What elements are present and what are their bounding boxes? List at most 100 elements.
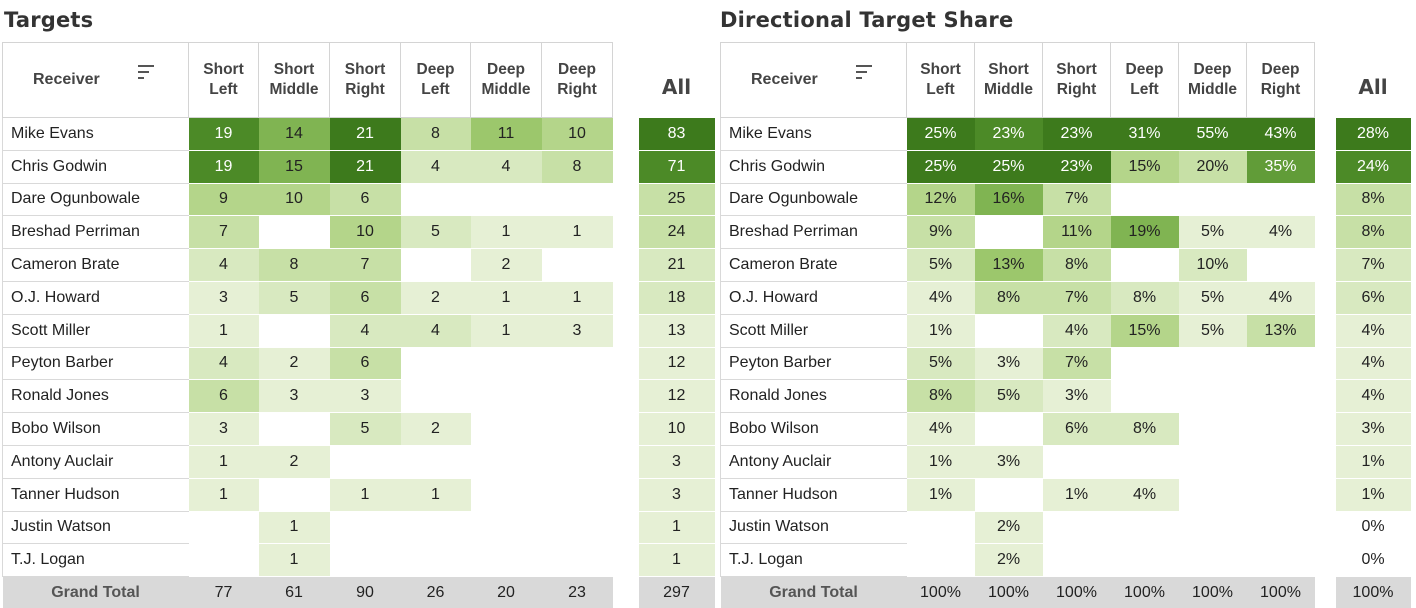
value-cell: 5 (400, 215, 471, 250)
value-cell: 9% (906, 215, 975, 250)
value-cell (1110, 183, 1179, 217)
value-cell: 20% (1178, 150, 1247, 184)
all-value-cell: 83 (638, 117, 715, 151)
value-cell: 2% (974, 511, 1043, 545)
column-header-0[interactable]: Short Left (188, 42, 259, 118)
receiver-column-header[interactable]: Receiver (2, 42, 189, 118)
value-cell: 15% (1110, 150, 1179, 184)
value-cell: 23% (1042, 117, 1111, 151)
table-row: Peyton Barber 4 2 6 12 (2, 347, 715, 381)
value-cell (1246, 248, 1315, 282)
value-cell: 2 (400, 412, 471, 446)
value-cell (541, 412, 613, 446)
receiver-name: Mike Evans (2, 117, 189, 151)
receiver-name: Scott Miller (720, 314, 907, 348)
receiver-name: Chris Godwin (720, 150, 907, 184)
value-cell: 7% (1042, 347, 1111, 381)
value-cell: 55% (1178, 117, 1247, 151)
all-value-cell: 28% (1335, 117, 1411, 151)
spacer (613, 43, 639, 118)
grand-total-value: 100% (906, 576, 975, 608)
value-cell (400, 248, 471, 282)
all-value-cell: 4% (1335, 379, 1411, 414)
spacer (1315, 118, 1336, 151)
value-cell: 5% (1178, 314, 1247, 348)
value-cell (258, 412, 330, 446)
value-cell: 6 (329, 281, 401, 315)
all-value-cell: 71 (638, 150, 715, 184)
value-cell: 8% (1110, 412, 1179, 446)
all-column-header: All (638, 42, 715, 118)
value-cell: 10 (329, 215, 401, 250)
value-cell (1042, 511, 1111, 545)
value-cell: 7 (329, 248, 401, 282)
table-row: Bobo Wilson 4% 6% 8% 3% (720, 412, 1411, 446)
table-row: Ronald Jones 6 3 3 12 (2, 379, 715, 414)
spacer (1315, 478, 1336, 511)
column-header-1[interactable]: Short Middle (258, 42, 330, 118)
grand-total-value: 100% (1042, 576, 1111, 608)
value-cell (1110, 379, 1179, 414)
value-cell: 6% (1042, 412, 1111, 446)
value-cell: 19 (188, 117, 259, 151)
receiver-name: Bobo Wilson (2, 412, 189, 446)
sort-icon[interactable] (856, 65, 872, 81)
value-cell (974, 412, 1043, 446)
value-cell: 2 (470, 248, 542, 282)
value-cell: 4 (188, 347, 259, 381)
value-cell: 4% (1110, 478, 1179, 512)
column-header-5[interactable]: Deep Right (1246, 42, 1315, 118)
value-cell: 1 (470, 314, 542, 348)
grand-total-value: 90 (329, 576, 401, 608)
value-cell: 35% (1246, 150, 1315, 184)
value-cell: 25% (906, 150, 975, 184)
value-cell: 1 (400, 478, 471, 512)
value-cell (258, 314, 330, 348)
receiver-name: Bobo Wilson (720, 412, 907, 446)
column-header-line: Short (988, 61, 1029, 78)
grand-total-label: Grand Total (720, 576, 907, 608)
column-header-4[interactable]: Deep Middle (1178, 42, 1247, 118)
value-cell: 4 (329, 314, 401, 348)
column-header-2[interactable]: Short Right (329, 42, 401, 118)
grand-total-all: 100% (1335, 576, 1411, 608)
receiver-name: Scott Miller (2, 314, 189, 348)
receiver-name: Tanner Hudson (2, 478, 189, 512)
value-cell: 1 (258, 543, 330, 578)
value-cell (541, 379, 613, 414)
receiver-column-header[interactable]: Receiver (720, 42, 907, 118)
table-row: Mike Evans 25% 23% 23% 31% 55% 43% 28% (720, 117, 1411, 151)
spacer (613, 150, 639, 183)
value-cell (1246, 379, 1315, 414)
column-header-1[interactable]: Short Middle (974, 42, 1043, 118)
value-cell (1178, 379, 1247, 414)
column-header-5[interactable]: Deep Right (541, 42, 613, 118)
spacer (613, 478, 639, 511)
value-cell: 3% (974, 445, 1043, 479)
value-cell: 15 (258, 150, 330, 184)
value-cell: 3% (1042, 379, 1111, 414)
sort-icon[interactable] (138, 65, 154, 81)
all-value-cell: 8% (1335, 183, 1411, 217)
value-cell (906, 543, 975, 578)
value-cell: 4 (400, 150, 471, 184)
spacer (613, 249, 639, 282)
column-header-line: Deep (416, 61, 455, 78)
receiver-name: Peyton Barber (2, 347, 189, 381)
value-cell: 1 (329, 478, 401, 512)
value-cell: 11 (470, 117, 542, 151)
column-header-3[interactable]: Deep Left (1110, 42, 1179, 118)
column-header-3[interactable]: Deep Left (400, 42, 471, 118)
receiver-header-label: Receiver (751, 71, 818, 88)
value-cell (1110, 445, 1179, 479)
column-header-0[interactable]: Short Left (906, 42, 975, 118)
column-header-2[interactable]: Short Right (1042, 42, 1111, 118)
value-cell (470, 543, 542, 578)
spacer (1315, 314, 1336, 347)
spacer (613, 281, 639, 314)
value-cell (1246, 412, 1315, 446)
value-cell: 14 (258, 117, 330, 151)
value-cell: 2 (400, 281, 471, 315)
column-header-4[interactable]: Deep Middle (470, 42, 542, 118)
spacer (1315, 544, 1336, 577)
